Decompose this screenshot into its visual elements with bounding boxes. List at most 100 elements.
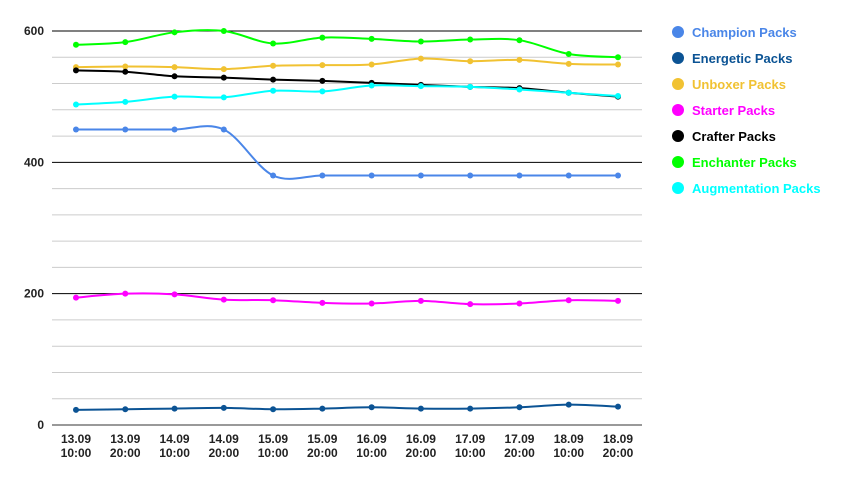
data-point <box>319 34 326 41</box>
data-point <box>319 88 326 95</box>
data-point <box>467 58 474 65</box>
axes: 0 200 400 600 13.09 10:00 13.09 20:00 14.09 10:00… <box>24 24 642 460</box>
data-point <box>565 297 572 304</box>
legend-label: Starter Packs <box>692 103 775 118</box>
data-point <box>220 74 227 81</box>
legend-swatch <box>672 52 684 64</box>
x-tick-label: 14.09 20:00 <box>208 432 239 460</box>
legend-label: Energetic Packs <box>692 51 792 66</box>
x-tick-label: 15.09 20:00 <box>307 432 338 460</box>
data-point <box>73 101 79 108</box>
data-point <box>171 126 178 133</box>
legend-swatch <box>672 182 684 194</box>
legend-label: Enchanter Packs <box>692 155 797 170</box>
data-point <box>516 300 523 307</box>
data-point <box>565 50 572 57</box>
legend-label: Champion Packs <box>692 25 797 40</box>
legend-swatch <box>672 26 684 38</box>
legend-item: Energetic Packs <box>672 51 792 66</box>
legend-label: Unboxer Packs <box>692 77 786 92</box>
data-point <box>220 28 227 34</box>
x-tick-label: 13.09 20:00 <box>110 432 141 460</box>
series-enchanter-packs <box>73 28 621 61</box>
data-point <box>122 68 129 75</box>
data-point <box>220 296 227 303</box>
legend-label: Augmentation Packs <box>692 181 821 196</box>
data-point <box>565 401 572 408</box>
legend-item: Starter Packs <box>672 103 775 118</box>
series-unboxer-packs <box>73 55 621 73</box>
x-tick-label: 14.09 10:00 <box>159 432 190 460</box>
x-tick-label: 16.09 10:00 <box>356 432 387 460</box>
x-tick-label: 16.09 20:00 <box>406 432 437 460</box>
data-point <box>467 405 474 412</box>
legend-item: Augmentation Packs <box>672 181 821 196</box>
x-tick-label: 17.09 10:00 <box>455 432 486 460</box>
data-point <box>319 172 326 179</box>
data-point <box>615 93 621 100</box>
data-point <box>270 62 277 69</box>
data-point <box>516 172 523 179</box>
legend-label: Crafter Packs <box>692 129 776 144</box>
data-point <box>73 41 79 48</box>
data-point <box>171 29 178 36</box>
data-point <box>615 403 621 410</box>
y-tick-label: 600 <box>24 24 44 38</box>
data-point <box>171 405 178 412</box>
data-point <box>615 61 621 68</box>
series-line <box>75 292 619 306</box>
data-point <box>270 297 277 304</box>
data-point <box>516 404 523 411</box>
data-point <box>122 39 129 46</box>
y-tick-label: 400 <box>24 155 44 169</box>
data-point <box>417 297 424 304</box>
data-point <box>565 172 572 179</box>
series-line <box>75 57 619 71</box>
legend-item: Champion Packs <box>672 25 797 40</box>
data-point <box>417 172 424 179</box>
legend-swatch <box>672 156 684 168</box>
series-starter-packs <box>73 290 621 308</box>
data-point <box>368 300 375 307</box>
series-line <box>75 403 619 411</box>
data-point <box>516 86 523 93</box>
data-point <box>73 406 79 413</box>
legend: Champion Packs Energetic Packs Unboxer Pac… <box>672 25 821 196</box>
data-point <box>270 40 277 47</box>
legend-swatch <box>672 78 684 90</box>
data-point <box>270 406 277 413</box>
legend-swatch <box>672 130 684 142</box>
data-point <box>467 301 474 308</box>
series-line <box>75 125 619 180</box>
data-point <box>615 172 621 179</box>
series-energetic-packs <box>73 401 621 413</box>
gridlines <box>52 30 642 400</box>
series-augmentation-packs <box>73 82 621 108</box>
x-tick-label: 18.09 10:00 <box>553 432 584 460</box>
series-line <box>75 84 619 106</box>
data-point <box>368 172 375 179</box>
data-point <box>270 172 277 179</box>
data-point <box>368 82 375 89</box>
x-tick-label: 13.09 10:00 <box>61 432 92 460</box>
data-point <box>220 404 227 411</box>
data-point <box>417 83 424 90</box>
data-point <box>516 37 523 44</box>
data-point <box>171 73 178 80</box>
data-point <box>220 126 227 133</box>
data-point <box>565 60 572 67</box>
data-point <box>122 126 129 133</box>
data-point <box>220 94 227 101</box>
x-tick-label: 18.09 20:00 <box>603 432 634 460</box>
data-point <box>467 36 474 43</box>
y-tick-label: 0 <box>37 418 44 432</box>
x-tick-label: 15.09 10:00 <box>258 432 289 460</box>
data-point <box>73 126 79 133</box>
data-point <box>319 77 326 84</box>
data-point <box>122 63 129 70</box>
y-tick-label: 200 <box>24 287 44 301</box>
series-line <box>75 29 619 59</box>
series-line <box>75 69 619 98</box>
